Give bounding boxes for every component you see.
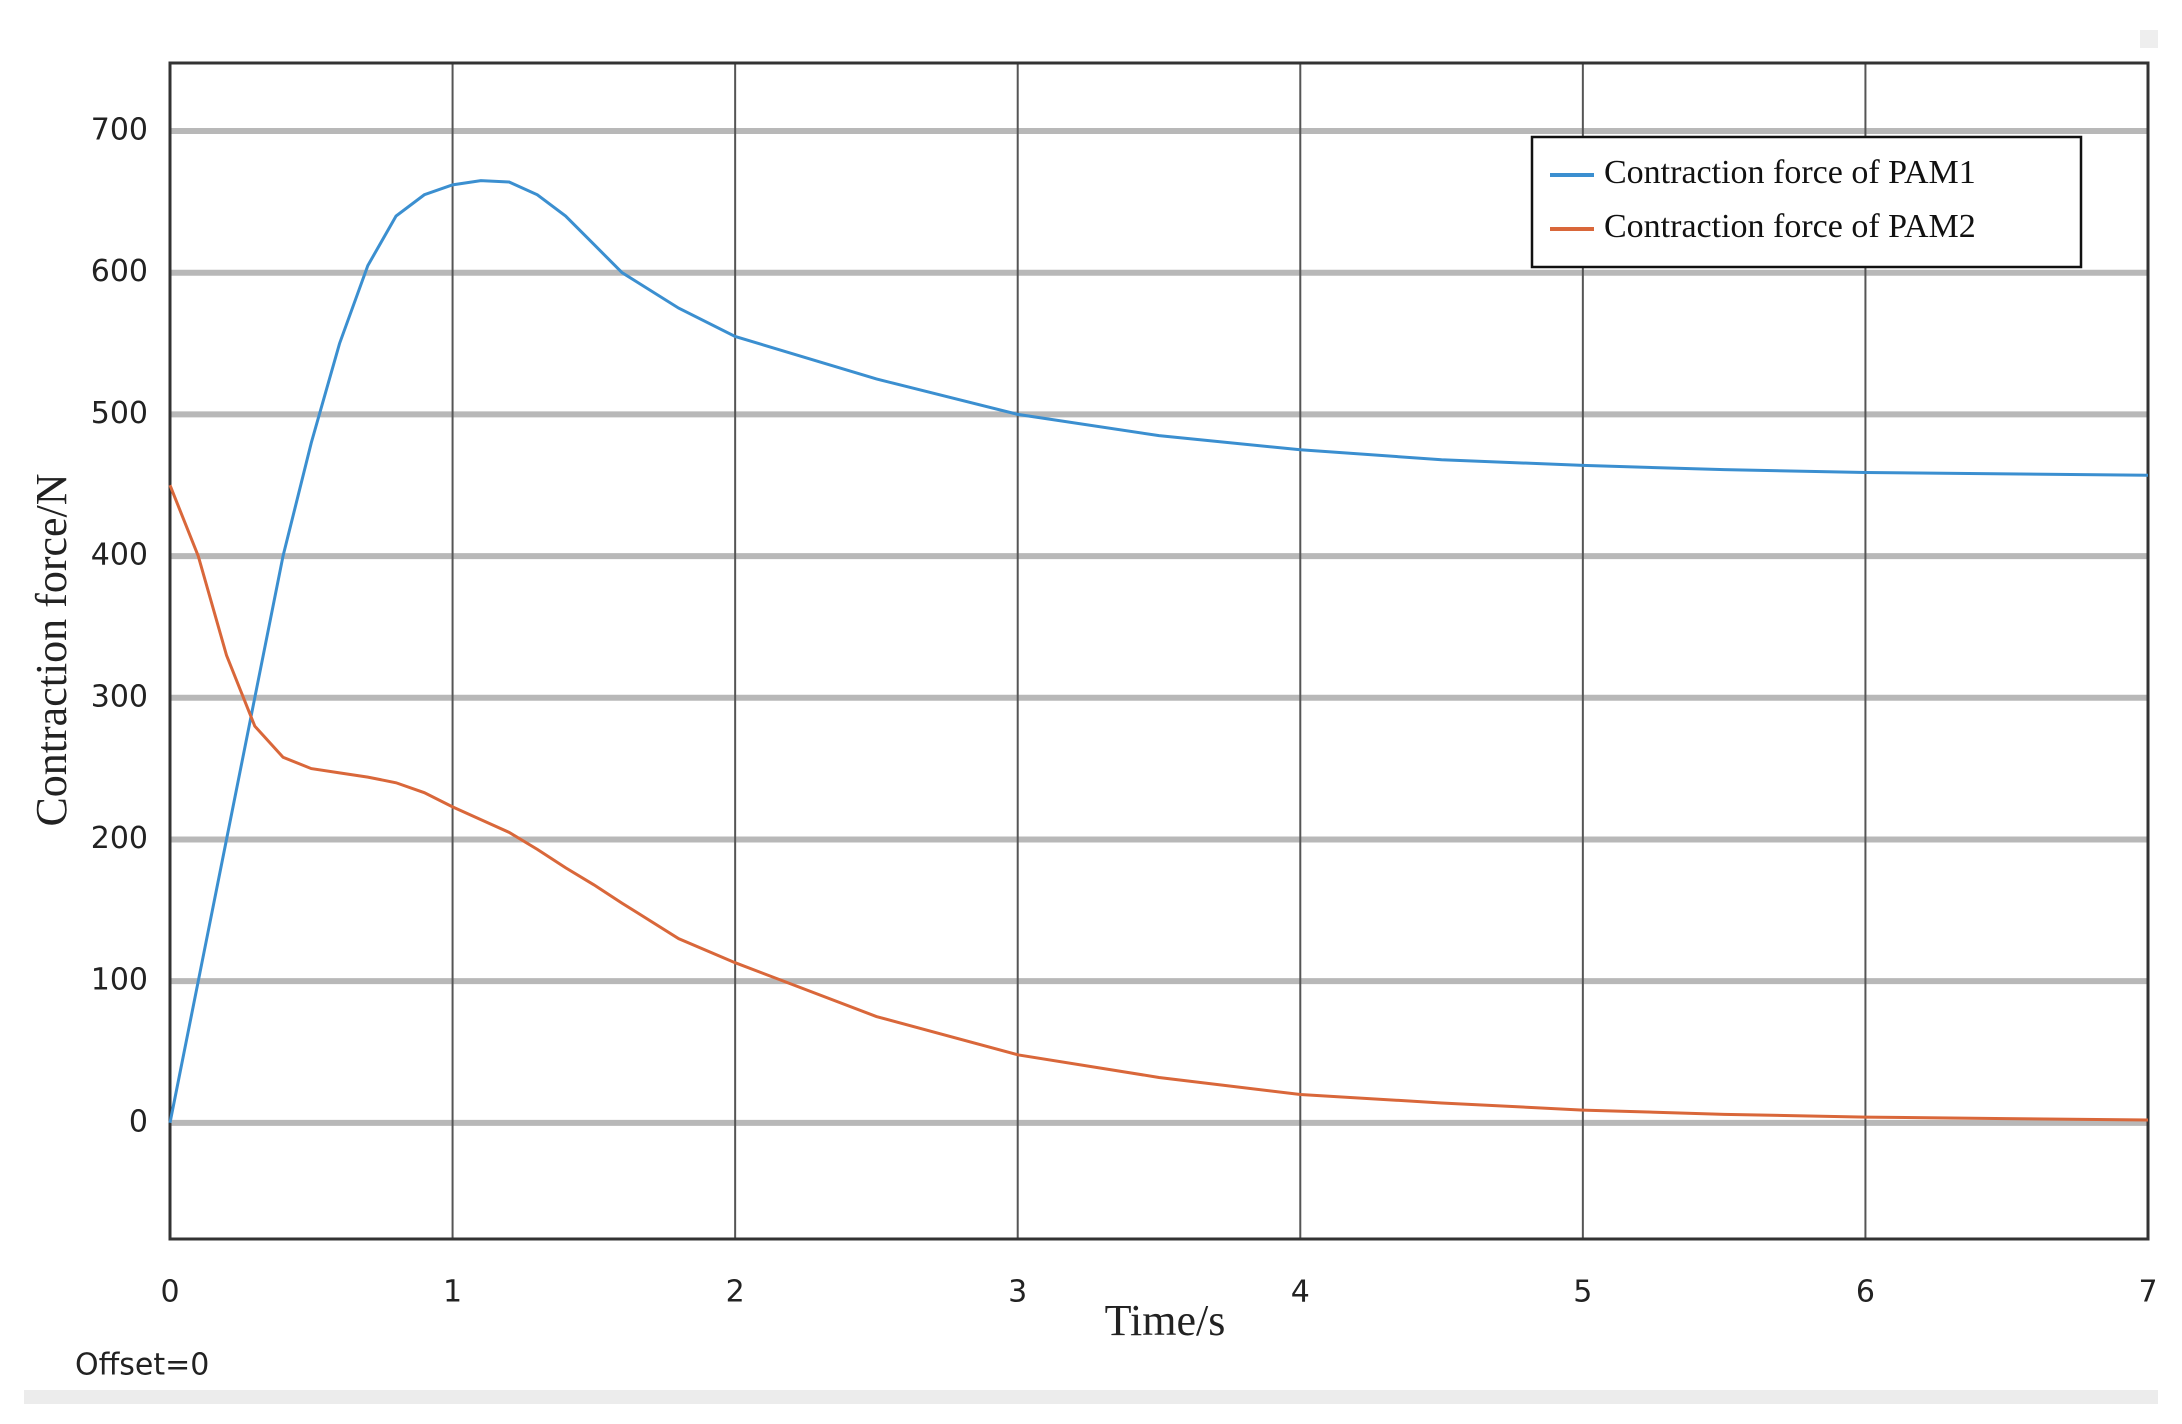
- legend: Contraction force of PAM1 Contraction for…: [1530, 135, 2083, 269]
- x-tick-label: 7: [2138, 1275, 2157, 1310]
- x-tick-label: 3: [1008, 1275, 1027, 1310]
- legend-label: Contraction force of PAM1: [1604, 154, 1976, 191]
- y-tick-label: 700: [91, 113, 148, 148]
- x-tick-label: 2: [726, 1275, 745, 1310]
- plot-frame: [168, 61, 2150, 1241]
- legend-label: Contraction force of PAM2: [1604, 208, 1976, 245]
- x-tick-label: 0: [160, 1275, 179, 1310]
- annotation: Offset=0: [75, 1348, 209, 1383]
- x-tick-label: 1: [443, 1275, 462, 1310]
- y-tick-label: 400: [91, 538, 148, 573]
- x-tick-label: 4: [1291, 1275, 1310, 1310]
- status-strip: [24, 1390, 2158, 1404]
- y-tick-label: 300: [91, 679, 148, 714]
- y-tick-label: 0: [129, 1104, 148, 1139]
- corner-box: [2140, 30, 2158, 48]
- y-tick-label: 200: [91, 821, 148, 856]
- legend-box: [1530, 135, 2083, 269]
- y-tick-label: 100: [91, 963, 148, 998]
- y-axis-label: Contraction force/N: [27, 473, 76, 826]
- y-tick-label: 500: [91, 396, 148, 431]
- x-axis-label: Time/s: [1105, 1296, 1226, 1345]
- data-line: [168, 179, 2149, 1124]
- y-tick-label: 600: [91, 254, 148, 289]
- x-tick-label: 5: [1573, 1275, 1592, 1310]
- x-tick-label: 6: [1856, 1275, 1875, 1310]
- data-line: [168, 484, 2149, 1122]
